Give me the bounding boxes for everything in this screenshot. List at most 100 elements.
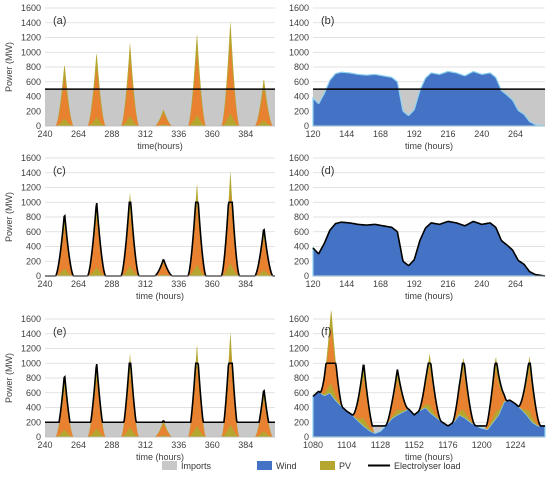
x-tick-label: 1152 bbox=[405, 440, 424, 450]
y-tick-label: 600 bbox=[26, 77, 41, 87]
y-tick-label: 1000 bbox=[289, 197, 309, 207]
panel-label: (b) bbox=[321, 15, 334, 27]
x-axis-label: time (hours) bbox=[405, 452, 453, 462]
panel-label: (d) bbox=[321, 165, 334, 177]
y-tick-label: 400 bbox=[26, 242, 41, 252]
y-tick-label: 200 bbox=[294, 417, 309, 427]
y-tick-label: 1600 bbox=[289, 3, 309, 13]
y-tick-label: 800 bbox=[294, 62, 309, 72]
y-tick-label: 800 bbox=[294, 212, 309, 222]
panel-label: (c) bbox=[53, 165, 66, 177]
y-tick-label: 1200 bbox=[21, 344, 41, 354]
x-tick-label: 240 bbox=[37, 129, 52, 139]
x-tick-label: 264 bbox=[508, 279, 523, 289]
y-tick-label: 1600 bbox=[21, 3, 41, 13]
y-tick-label: 1200 bbox=[21, 183, 41, 193]
pv-peak-area bbox=[313, 328, 545, 434]
x-tick-label: 1128 bbox=[371, 440, 390, 450]
x-tick-label: 264 bbox=[508, 129, 523, 139]
y-tick-label: 400 bbox=[294, 403, 309, 413]
pv-peak-area bbox=[45, 355, 275, 437]
x-tick-label: 264 bbox=[71, 440, 86, 450]
x-axis-label: time(hours) bbox=[137, 141, 183, 151]
y-tick-label: 1600 bbox=[21, 153, 41, 163]
wind-area bbox=[312, 70, 546, 127]
x-tick-label: 384 bbox=[238, 279, 253, 289]
x-tick-label: 312 bbox=[138, 279, 153, 289]
legend-swatch-wind bbox=[257, 461, 272, 470]
x-tick-label: 288 bbox=[104, 279, 119, 289]
x-tick-label: 240 bbox=[474, 279, 489, 289]
x-axis-label: time (hours) bbox=[136, 291, 184, 301]
y-tick-label: 0 bbox=[36, 121, 41, 131]
x-tick-label: 360 bbox=[205, 279, 220, 289]
y-tick-label: 1400 bbox=[21, 329, 41, 339]
x-tick-label: 144 bbox=[339, 279, 354, 289]
y-tick-label: 1200 bbox=[289, 183, 309, 193]
x-tick-label: 240 bbox=[474, 129, 489, 139]
electrolyser-load-line bbox=[312, 220, 546, 277]
y-tick-label: 1400 bbox=[289, 168, 309, 178]
x-tick-label: 288 bbox=[104, 440, 119, 450]
y-axis-label: Power (MW) bbox=[4, 42, 14, 92]
y-tick-label: 0 bbox=[36, 271, 41, 281]
x-tick-label: 1200 bbox=[472, 440, 492, 450]
y-tick-label: 1400 bbox=[21, 18, 41, 28]
y-axis-label: Power (MW) bbox=[4, 353, 14, 403]
y-tick-label: 1600 bbox=[289, 314, 309, 324]
x-tick-label: 120 bbox=[305, 129, 320, 139]
pv-peak-area bbox=[45, 44, 275, 126]
x-tick-label: 336 bbox=[171, 279, 186, 289]
x-tick-label: 1104 bbox=[337, 440, 356, 450]
electrolyser-load-line bbox=[45, 362, 275, 424]
x-tick-label: 1224 bbox=[505, 440, 525, 450]
x-tick-label: 168 bbox=[373, 129, 388, 139]
legend: Imports Wind PV Electrolyser load bbox=[162, 461, 461, 471]
y-tick-label: 1000 bbox=[289, 47, 309, 57]
y-tick-label: 400 bbox=[26, 92, 41, 102]
x-tick-label: 264 bbox=[71, 129, 86, 139]
chart-panel-3: 0 200 400 600 800 1000 1200 1400 1600 240 264 288 31… bbox=[4, 153, 275, 301]
x-tick-label: 1176 bbox=[438, 440, 457, 450]
legend-label-imports: Imports bbox=[181, 461, 212, 471]
pv-peak-area bbox=[45, 194, 275, 276]
x-tick-label: 312 bbox=[138, 129, 153, 139]
panel-label: (e) bbox=[53, 326, 66, 338]
x-axis-label: time (hours) bbox=[405, 291, 453, 301]
x-tick-label: 360 bbox=[205, 440, 220, 450]
y-tick-label: 1600 bbox=[21, 314, 41, 324]
legend-label-wind: Wind bbox=[276, 461, 297, 471]
y-tick-label: 0 bbox=[304, 432, 309, 442]
x-axis-label: time (hours) bbox=[136, 452, 184, 462]
x-tick-label: 240 bbox=[37, 279, 52, 289]
x-axis-label: time (hours) bbox=[405, 141, 453, 151]
y-tick-label: 0 bbox=[304, 121, 309, 131]
electrolyser-load-line bbox=[45, 201, 275, 277]
legend-label-pv: PV bbox=[339, 461, 351, 471]
pv-area bbox=[45, 171, 275, 276]
y-tick-label: 0 bbox=[36, 432, 41, 442]
chart-panel-5: 0 200 400 600 800 1000 1200 1400 1600 240 264 288 31… bbox=[4, 314, 275, 462]
y-tick-label: 1200 bbox=[289, 33, 309, 43]
y-tick-label: 800 bbox=[26, 62, 41, 72]
x-tick-label: 336 bbox=[171, 129, 186, 139]
y-tick-label: 0 bbox=[304, 271, 309, 281]
legend-label-electrolyser-load: Electrolyser load bbox=[394, 461, 461, 471]
electrolyser-load-line bbox=[312, 362, 545, 427]
x-tick-label: 1080 bbox=[303, 440, 323, 450]
y-tick-label: 200 bbox=[26, 256, 41, 266]
legend-swatch-pv bbox=[320, 461, 335, 470]
y-tick-label: 1200 bbox=[289, 344, 309, 354]
y-tick-label: 600 bbox=[294, 77, 309, 87]
y-tick-label: 400 bbox=[294, 242, 309, 252]
chart-panel-6: 0 200 400 600 800 1000 1200 1400 1600 1080 1104 112… bbox=[289, 310, 546, 462]
y-tick-label: 400 bbox=[294, 92, 309, 102]
x-tick-label: 384 bbox=[238, 440, 253, 450]
x-tick-label: 288 bbox=[104, 129, 119, 139]
panel-label: (f) bbox=[321, 326, 331, 338]
y-axis-label: Power (MW) bbox=[4, 192, 14, 242]
x-tick-label: 168 bbox=[373, 279, 388, 289]
x-tick-label: 336 bbox=[171, 440, 186, 450]
x-tick-label: 120 bbox=[305, 279, 320, 289]
